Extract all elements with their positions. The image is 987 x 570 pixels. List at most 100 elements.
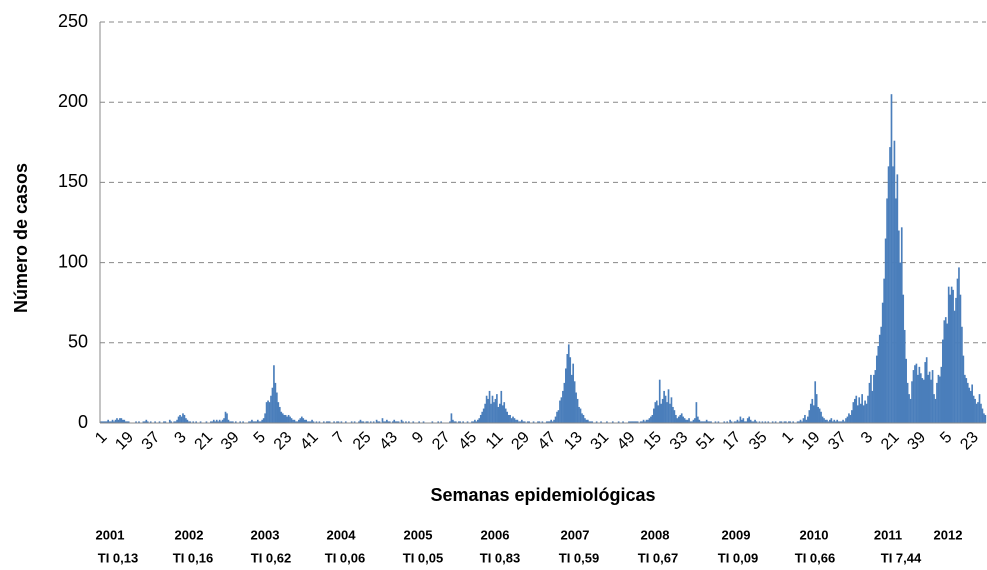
bar <box>833 419 836 423</box>
x-tick-label: 27 <box>429 429 454 454</box>
bar <box>220 421 222 423</box>
bar <box>384 421 387 423</box>
bar <box>311 419 313 423</box>
y-tick-label: 200 <box>58 91 88 111</box>
bar <box>528 421 530 423</box>
year-label: 2008 <box>641 527 670 542</box>
bar <box>405 421 407 423</box>
bar <box>909 398 912 423</box>
bar <box>956 278 959 423</box>
bar <box>289 416 291 423</box>
bar <box>268 402 271 423</box>
bar <box>900 227 903 423</box>
bar <box>805 419 808 423</box>
bar <box>267 400 269 423</box>
bar <box>685 419 687 423</box>
bar <box>437 421 440 423</box>
bar <box>579 408 582 423</box>
bar <box>496 394 498 423</box>
bar <box>673 410 676 423</box>
bar <box>746 418 749 423</box>
bar <box>299 418 302 423</box>
bar <box>589 421 592 423</box>
bar <box>481 411 484 423</box>
bar <box>506 411 508 423</box>
bar <box>886 198 888 423</box>
bar <box>457 421 460 423</box>
bar <box>906 382 909 423</box>
bar <box>497 406 500 423</box>
bar <box>874 370 877 423</box>
rate-label: TI 0,06 <box>325 550 365 565</box>
bar <box>902 294 905 423</box>
bar <box>145 419 148 423</box>
bar <box>114 419 117 423</box>
bar <box>186 419 189 423</box>
bar <box>922 379 925 423</box>
bar <box>677 416 680 423</box>
bar <box>274 382 277 423</box>
bar <box>353 421 356 423</box>
bar <box>340 421 343 423</box>
bar <box>362 421 365 423</box>
bar <box>471 421 473 423</box>
bar <box>936 382 938 423</box>
bar <box>830 418 833 423</box>
bar <box>287 414 290 423</box>
bar <box>164 421 167 423</box>
bar <box>264 413 266 423</box>
bar <box>538 421 541 423</box>
bar <box>174 421 177 423</box>
bar <box>650 416 652 423</box>
bar <box>548 421 551 423</box>
bar <box>386 419 388 423</box>
bar <box>774 421 777 423</box>
bar <box>632 421 635 423</box>
bar <box>924 362 927 423</box>
bar <box>699 421 702 423</box>
rate-label: TI 0,66 <box>795 550 835 565</box>
bar <box>199 421 202 423</box>
bar <box>974 398 976 423</box>
bar <box>682 416 685 423</box>
bar <box>383 421 385 423</box>
bar <box>575 392 577 423</box>
bar <box>779 421 781 423</box>
bar <box>647 419 649 423</box>
bar <box>292 419 294 423</box>
x-tick-label: 41 <box>297 429 322 454</box>
bar <box>223 418 225 423</box>
bar <box>290 418 293 423</box>
bar <box>694 418 696 423</box>
bar <box>551 421 554 423</box>
bar <box>688 418 690 423</box>
bar <box>669 403 671 423</box>
bar <box>170 421 173 423</box>
bar <box>484 403 486 423</box>
bar <box>333 421 335 423</box>
x-tick-label: 5 <box>251 429 269 447</box>
bar <box>915 363 918 423</box>
bar <box>400 419 403 423</box>
bar <box>217 421 220 423</box>
bar <box>799 419 802 423</box>
x-tick-label: 21 <box>878 429 903 454</box>
bar <box>873 374 875 423</box>
bar <box>572 363 575 423</box>
x-tick-label: 39 <box>904 429 929 454</box>
bar <box>218 419 221 423</box>
bar <box>877 346 880 423</box>
bar <box>653 408 655 423</box>
bar <box>642 419 645 423</box>
bar <box>234 421 237 423</box>
bar <box>807 416 809 423</box>
bar <box>895 198 897 423</box>
bar <box>224 411 227 423</box>
bar <box>955 297 957 423</box>
bar <box>158 421 161 423</box>
bar <box>476 419 479 423</box>
bar <box>522 421 525 423</box>
bar <box>303 419 306 423</box>
bar <box>507 414 510 423</box>
bar <box>893 140 896 424</box>
